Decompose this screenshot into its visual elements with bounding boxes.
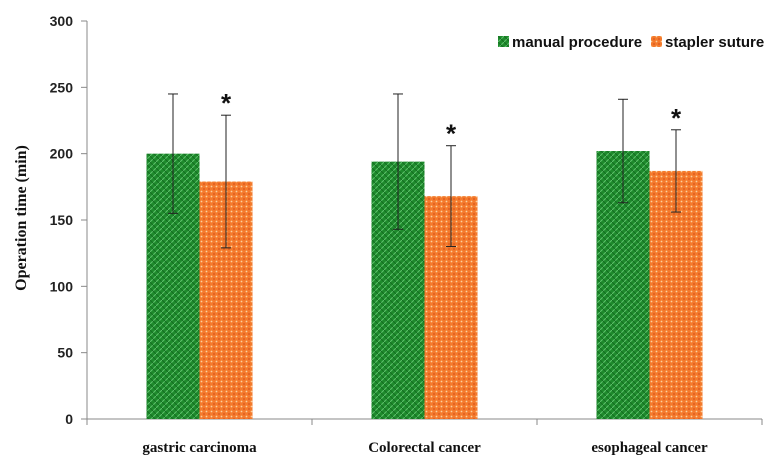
significance-marker: *: [671, 103, 682, 133]
y-tick-label: 0: [65, 411, 73, 427]
y-tick-label: 300: [50, 13, 74, 29]
bars: [146, 93, 703, 420]
y-tick-label: 50: [57, 345, 73, 361]
legend-swatch-stapler-suture: [651, 36, 662, 47]
legend: manual procedure stapler suture: [498, 34, 764, 51]
significance-marker: *: [221, 88, 232, 118]
y-tick-label: 200: [50, 146, 74, 162]
significance-marker: *: [446, 119, 457, 149]
y-tick-label: 250: [50, 79, 74, 95]
legend-label-stapler-suture: stapler suture: [665, 34, 764, 51]
x-category-label: Colorectal cancer: [368, 440, 481, 456]
y-tick-label: 150: [50, 212, 74, 228]
legend-swatch-manual-procedure: [498, 36, 509, 47]
x-category-label: gastric carcinoma: [142, 440, 257, 456]
y-axis-title: Operation time (min): [13, 145, 30, 291]
x-category-label: esophageal cancer: [591, 440, 708, 456]
legend-label-manual-procedure: manual procedure: [512, 34, 642, 51]
y-tick-label: 100: [50, 278, 74, 294]
labels: 0 50 100 150 200 250 300 gastric carcinoma * Colo…: [50, 13, 708, 456]
